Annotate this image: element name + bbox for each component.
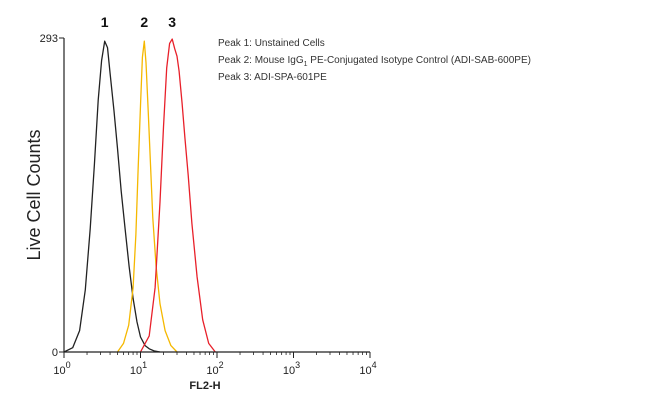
series-line-3 xyxy=(139,38,216,353)
peak-label-2: 2 xyxy=(140,14,148,30)
peak-label-1: 1 xyxy=(101,14,109,30)
x-axis-title: FL2-H xyxy=(189,380,220,392)
series-line-2 xyxy=(116,40,178,353)
x-tick-label: 104 xyxy=(359,360,376,377)
legend-entry-3: Peak 3: ADI-SPA-601PE xyxy=(218,72,327,83)
series-line-1 xyxy=(63,40,161,353)
legend: Peak 1: Unstained Cells Peak 2: Mouse Ig… xyxy=(218,37,531,88)
y-tick-label: 293 xyxy=(40,33,58,45)
peak-label-3: 3 xyxy=(168,14,176,30)
x-tick-label: 103 xyxy=(283,360,300,377)
y-tick-label: 0 xyxy=(52,347,58,359)
x-tick-label: 101 xyxy=(130,360,147,377)
y-axis-title: Live Cell Counts xyxy=(24,129,44,260)
x-tick-label: 100 xyxy=(53,360,70,377)
x-tick-label: 102 xyxy=(206,360,223,377)
legend-entry-1: Peak 1: Unstained Cells xyxy=(218,38,325,49)
legend-entry-2: Peak 2: Mouse IgG1 PE-Conjugated Isotype… xyxy=(218,55,531,68)
